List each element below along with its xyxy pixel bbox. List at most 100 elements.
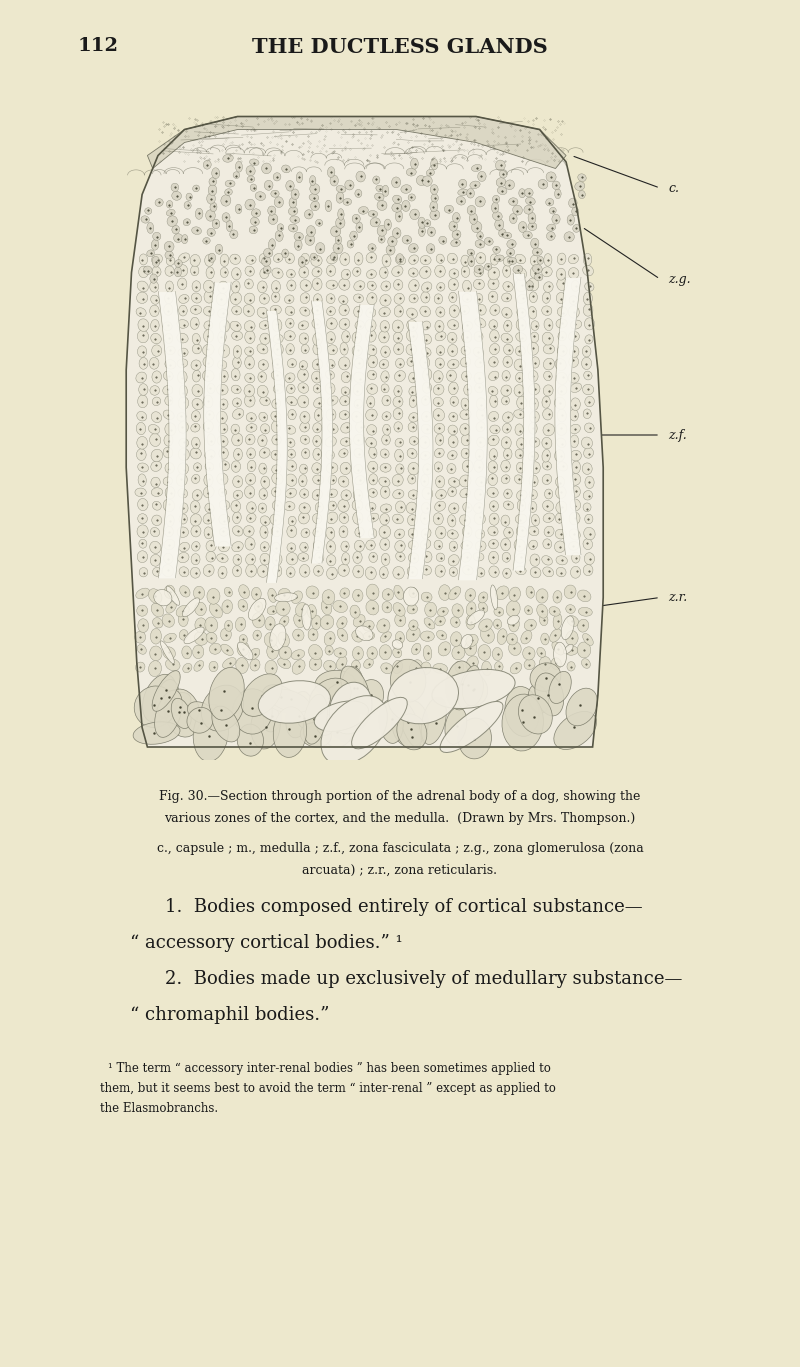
Ellipse shape bbox=[409, 254, 418, 264]
Ellipse shape bbox=[166, 209, 175, 216]
Ellipse shape bbox=[234, 346, 242, 358]
Ellipse shape bbox=[568, 306, 579, 319]
Ellipse shape bbox=[303, 694, 327, 744]
Ellipse shape bbox=[531, 514, 539, 526]
Ellipse shape bbox=[302, 448, 310, 459]
Text: arcuata) ; z.r., zona reticularis.: arcuata) ; z.r., zona reticularis. bbox=[302, 864, 498, 878]
Ellipse shape bbox=[530, 332, 538, 343]
Ellipse shape bbox=[285, 425, 296, 435]
Ellipse shape bbox=[450, 567, 458, 577]
Ellipse shape bbox=[583, 253, 592, 265]
Ellipse shape bbox=[326, 294, 335, 303]
Ellipse shape bbox=[150, 528, 160, 537]
Ellipse shape bbox=[203, 513, 214, 524]
Ellipse shape bbox=[461, 398, 470, 410]
Ellipse shape bbox=[569, 513, 580, 525]
Ellipse shape bbox=[550, 629, 562, 642]
Ellipse shape bbox=[462, 671, 483, 705]
Ellipse shape bbox=[421, 566, 431, 576]
Ellipse shape bbox=[178, 370, 187, 383]
Ellipse shape bbox=[222, 658, 236, 668]
Ellipse shape bbox=[406, 502, 417, 514]
Ellipse shape bbox=[138, 499, 148, 511]
Ellipse shape bbox=[430, 159, 438, 170]
Ellipse shape bbox=[278, 588, 290, 600]
Ellipse shape bbox=[330, 253, 338, 261]
Ellipse shape bbox=[165, 252, 174, 258]
Ellipse shape bbox=[274, 197, 283, 208]
Ellipse shape bbox=[210, 644, 222, 655]
Ellipse shape bbox=[340, 588, 350, 599]
Ellipse shape bbox=[351, 660, 360, 671]
Ellipse shape bbox=[518, 189, 526, 198]
Ellipse shape bbox=[450, 617, 460, 627]
Ellipse shape bbox=[528, 451, 538, 461]
Ellipse shape bbox=[526, 197, 535, 205]
Ellipse shape bbox=[153, 567, 162, 577]
Ellipse shape bbox=[502, 370, 510, 381]
Ellipse shape bbox=[390, 659, 426, 703]
Ellipse shape bbox=[529, 489, 538, 499]
Ellipse shape bbox=[326, 528, 334, 540]
Ellipse shape bbox=[455, 662, 464, 673]
Ellipse shape bbox=[231, 280, 240, 293]
Ellipse shape bbox=[271, 450, 280, 461]
Ellipse shape bbox=[244, 394, 255, 407]
Ellipse shape bbox=[133, 722, 180, 744]
Ellipse shape bbox=[433, 409, 445, 421]
Ellipse shape bbox=[474, 294, 483, 303]
Ellipse shape bbox=[335, 235, 342, 245]
Ellipse shape bbox=[374, 193, 384, 201]
Ellipse shape bbox=[182, 663, 192, 673]
Ellipse shape bbox=[406, 168, 416, 176]
Ellipse shape bbox=[218, 331, 226, 343]
Text: 1.  Bodies composed entirely of cortical substance—: 1. Bodies composed entirely of cortical … bbox=[165, 898, 642, 916]
Ellipse shape bbox=[474, 347, 484, 357]
Ellipse shape bbox=[330, 175, 338, 186]
Ellipse shape bbox=[138, 329, 149, 343]
Ellipse shape bbox=[174, 260, 182, 267]
Ellipse shape bbox=[476, 253, 486, 264]
Ellipse shape bbox=[312, 360, 322, 370]
Ellipse shape bbox=[258, 360, 269, 370]
Ellipse shape bbox=[514, 474, 523, 484]
Ellipse shape bbox=[177, 526, 189, 537]
Ellipse shape bbox=[272, 268, 283, 279]
Ellipse shape bbox=[392, 700, 428, 746]
Ellipse shape bbox=[422, 487, 433, 500]
Ellipse shape bbox=[178, 439, 189, 447]
Ellipse shape bbox=[152, 502, 162, 510]
Ellipse shape bbox=[164, 540, 175, 550]
Ellipse shape bbox=[341, 666, 370, 708]
Ellipse shape bbox=[366, 437, 377, 447]
Ellipse shape bbox=[272, 435, 281, 446]
Ellipse shape bbox=[191, 541, 200, 551]
Ellipse shape bbox=[505, 686, 539, 737]
Ellipse shape bbox=[204, 395, 213, 407]
Ellipse shape bbox=[314, 409, 323, 421]
Ellipse shape bbox=[336, 720, 354, 742]
Ellipse shape bbox=[395, 632, 405, 644]
Ellipse shape bbox=[273, 335, 283, 343]
Ellipse shape bbox=[448, 279, 458, 291]
Ellipse shape bbox=[354, 280, 365, 291]
Ellipse shape bbox=[258, 385, 268, 398]
Ellipse shape bbox=[380, 632, 391, 642]
Ellipse shape bbox=[138, 463, 149, 472]
Ellipse shape bbox=[138, 619, 149, 633]
Ellipse shape bbox=[167, 216, 178, 227]
Ellipse shape bbox=[395, 500, 406, 513]
Ellipse shape bbox=[501, 385, 511, 396]
Ellipse shape bbox=[542, 409, 553, 420]
Ellipse shape bbox=[367, 370, 377, 380]
Ellipse shape bbox=[341, 489, 351, 500]
Ellipse shape bbox=[286, 552, 298, 565]
Ellipse shape bbox=[528, 212, 536, 224]
Ellipse shape bbox=[233, 566, 242, 577]
Ellipse shape bbox=[573, 224, 580, 232]
Ellipse shape bbox=[366, 253, 377, 262]
Ellipse shape bbox=[218, 424, 228, 433]
Ellipse shape bbox=[516, 526, 527, 537]
Ellipse shape bbox=[465, 641, 477, 656]
Ellipse shape bbox=[230, 230, 238, 239]
